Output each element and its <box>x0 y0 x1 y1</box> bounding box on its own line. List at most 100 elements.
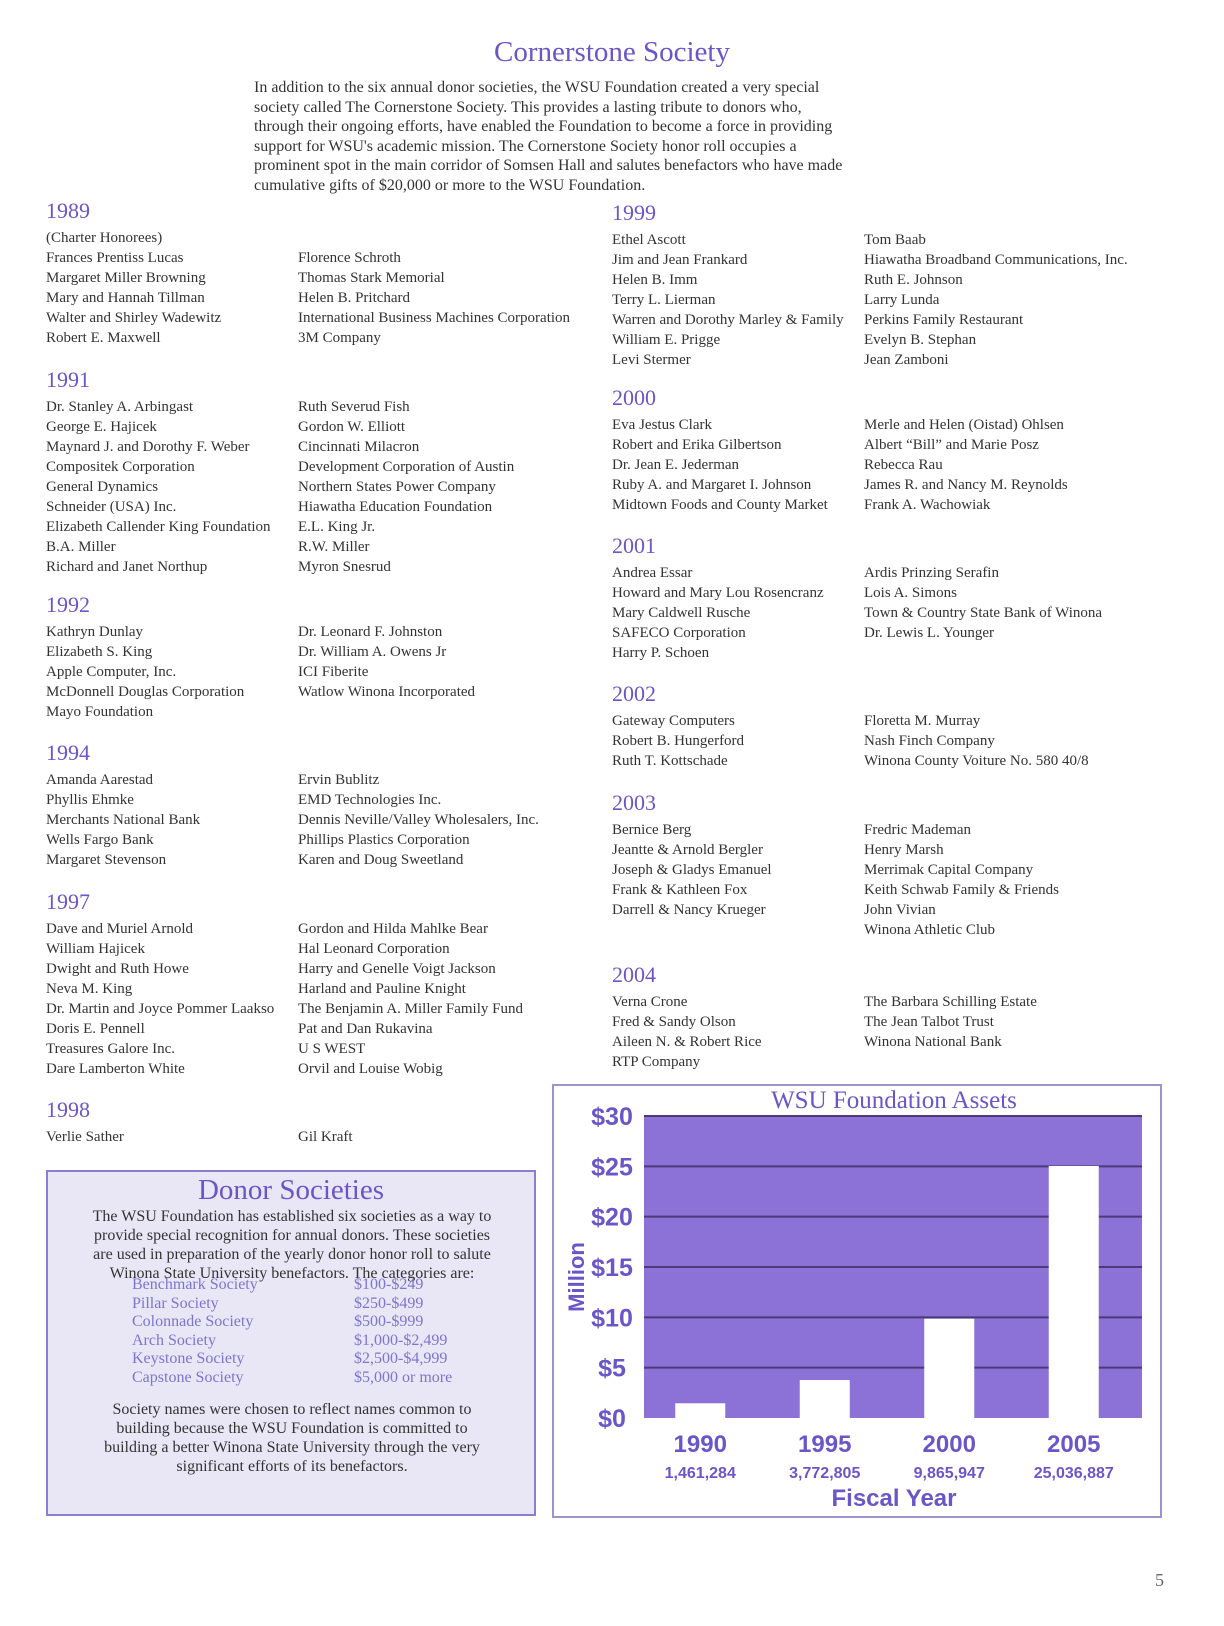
honoree-name: Helen B. Imm <box>612 272 698 288</box>
honoree-name: Andrea Essar <box>612 565 693 581</box>
year-heading: 1994 <box>46 740 90 765</box>
honoree-column: Bernice Berg Jeantte & Arnold Bergler Jose… <box>612 820 772 920</box>
honoree-name: Larry Lunda <box>864 292 940 308</box>
honoree-name: Phyllis Ehmke <box>46 792 134 808</box>
honoree-name: General Dynamics <box>46 479 159 495</box>
society-name: Keystone Society <box>132 1350 245 1367</box>
honoree-name: Dr. William A. Owens Jr <box>298 644 447 660</box>
honoree-name: Rebecca Rau <box>864 457 943 473</box>
society-range: $5,000 or more <box>354 1368 453 1386</box>
honoree-name: Schneider (USA) Inc. <box>46 499 177 515</box>
honoree-name: Merchants National Bank <box>46 812 201 828</box>
honoree-column: Gateway Computers Robert B. Hungerford Rut… <box>612 711 744 771</box>
y-tick-label: $5 <box>598 1355 626 1383</box>
honoree-name: Levi Stermer <box>612 352 691 368</box>
honoree-column: Ethel Ascott Jim and Jean Frankard Helen B… <box>612 230 844 370</box>
honoree-column: Amanda Aarestad Phyllis Ehmke Merchants Na… <box>46 770 200 870</box>
intro-line: prominent spot in the main corridor of S… <box>254 157 843 175</box>
honoree-column: Florence Schroth Thomas Stark Memorial Hel… <box>298 228 570 348</box>
honoree-name: Neva M. King <box>46 981 133 997</box>
honoree-name: Watlow Winona Incorporated <box>298 684 476 700</box>
honoree-name: Harry and Genelle Voigt Jackson <box>298 961 496 977</box>
x-tick-label: 2000 <box>923 1431 976 1458</box>
year-heading: 2002 <box>612 681 656 706</box>
year-heading: 1989 <box>46 198 90 223</box>
honoree-name: Cincinnati Milacron <box>298 439 420 455</box>
honoree-name: Apple Computer, Inc. <box>46 664 177 680</box>
honoree-name: Hiawatha Broadband Communications, Inc. <box>864 252 1128 268</box>
honoree-name: Dave and Muriel Arnold <box>46 921 194 937</box>
year-heading: 1991 <box>46 367 90 392</box>
x-tick-label: 1995 <box>798 1431 851 1458</box>
honoree-name: Ruth E. Johnson <box>864 272 963 288</box>
year-heading: 1997 <box>46 889 90 914</box>
donor-societies-title: Donor Societies <box>197 1174 385 1206</box>
year-heading: 2001 <box>612 533 656 558</box>
honoree-name: Ruth T. Kottschade <box>612 753 728 769</box>
honoree-column: Dave and Muriel Arnold William Hajicek Dwi… <box>46 919 274 1079</box>
donor-intro-line: provide special recognition for annual d… <box>93 1227 491 1244</box>
honoree-name: Verna Crone <box>612 994 688 1010</box>
donor-intro-line: are used in preparation of the yearly do… <box>93 1246 491 1263</box>
honoree-name: Ervin Bublitz <box>298 772 380 788</box>
y-axis-label: Million <box>564 1242 589 1312</box>
intro-line: In addition to the six annual donor soci… <box>254 79 820 96</box>
honoree-column: Merle and Helen (Oistad) Ohlsen Albert “B… <box>864 415 1068 515</box>
honoree-name: ICI Fiberite <box>298 664 369 680</box>
honoree-name: Doris E. Pennell <box>46 1021 145 1037</box>
honoree-name: John Vivian <box>864 902 936 918</box>
honoree-name: Winona County Voiture No. 580 40/8 <box>864 753 1089 769</box>
honoree-name: James R. and Nancy M. Reynolds <box>864 477 1068 493</box>
honoree-column: Ruth Severud Fish Gordon W. Elliott Cincin… <box>298 397 514 577</box>
honoree-name: Richard and Janet Northup <box>46 559 208 575</box>
honoree-column: Verlie Sather <box>46 1127 124 1147</box>
honoree-name: Aileen N. & Robert Rice <box>612 1034 762 1050</box>
honoree-name: Walter and Shirley Wadewitz <box>46 310 222 326</box>
honoree-column: Andrea Essar Howard and Mary Lou Rosencra… <box>612 563 824 663</box>
honoree-column: Fredric Mademan Henry Marsh Merrimak Capit… <box>864 820 1059 940</box>
donor-societies-closing: Society names were chosen to reflect nam… <box>62 1400 522 1476</box>
honoree-column: Tom Baab Hiawatha Broadband Communication… <box>864 230 1128 370</box>
honoree-name: Keith Schwab Family & Friends <box>864 882 1059 898</box>
honoree-name: Robert E. Maxwell <box>46 330 161 346</box>
honoree-name: Ardis Prinzing Serafin <box>864 565 999 581</box>
honoree-name: Merle and Helen (Oistad) Ohlsen <box>864 417 1064 433</box>
honoree-name: Dennis Neville/Valley Wholesalers, Inc. <box>298 812 539 828</box>
donor-societies-box: Donor Societies The WSU Foundation has e… <box>46 1170 536 1516</box>
society-name: Colonnade Society <box>132 1313 254 1330</box>
y-tick-label: $10 <box>591 1304 633 1332</box>
honoree-name: Karen and Doug Sweetland <box>298 852 464 868</box>
donor-intro-line: The WSU Foundation has established six s… <box>92 1208 492 1225</box>
honoree-name: Maynard J. and Dorothy F. Weber <box>46 439 250 455</box>
honoree-name: Winona National Bank <box>864 1034 1002 1050</box>
honoree-name: Merrimak Capital Company <box>864 862 1034 878</box>
honoree-name: Orvil and Louise Wobig <box>298 1061 443 1077</box>
honoree-name: EMD Technologies Inc. <box>298 792 442 808</box>
honoree-name: McDonnell Douglas Corporation <box>46 684 245 700</box>
donor-intro-line: Winona State University benefactors. The… <box>109 1265 475 1282</box>
intro-line: through their ongoing efforts, have enab… <box>254 118 833 136</box>
honoree-name: Gordon and Hilda Mahlke Bear <box>298 921 488 937</box>
honoree-name: U S WEST <box>298 1041 366 1057</box>
honoree-name: SAFECO Corporation <box>612 625 746 641</box>
honoree-name: Harland and Pauline Knight <box>298 981 466 997</box>
donor-closing-line: significant efforts of its benefactors. <box>176 1458 408 1475</box>
chart-title: WSU Foundation Assets <box>771 1087 1017 1114</box>
year-heading: 1992 <box>46 592 90 617</box>
honoree-column: (Charter Honorees) Frances Prentiss Lucas… <box>46 228 221 348</box>
honoree-name: Winona Athletic Club <box>864 922 996 938</box>
honoree-name: Margaret Stevenson <box>46 852 167 868</box>
honoree-name: Amanda Aarestad <box>46 772 154 788</box>
y-tick-label: $15 <box>591 1254 633 1282</box>
honoree-column: Verna Crone Fred & Sandy Olson Aileen N. &… <box>612 992 762 1072</box>
honoree-name: (Charter Honorees) <box>46 230 163 246</box>
honoree-name: R.W. Miller <box>298 539 370 555</box>
honoree-name: Hiawatha Education Foundation <box>298 499 493 515</box>
honoree-name: Warren and Dorothy Marley & Family <box>612 312 844 328</box>
honoree-name: Gateway Computers <box>612 713 735 729</box>
honoree-name: Fredric Mademan <box>864 822 972 838</box>
honoree-name: Pat and Dan Rukavina <box>298 1021 433 1037</box>
honoree-name: The Barbara Schilling Estate <box>864 994 1037 1010</box>
honoree-name: Development Corporation of Austin <box>298 459 515 475</box>
honoree-name: Margaret Miller Browning <box>46 270 206 286</box>
